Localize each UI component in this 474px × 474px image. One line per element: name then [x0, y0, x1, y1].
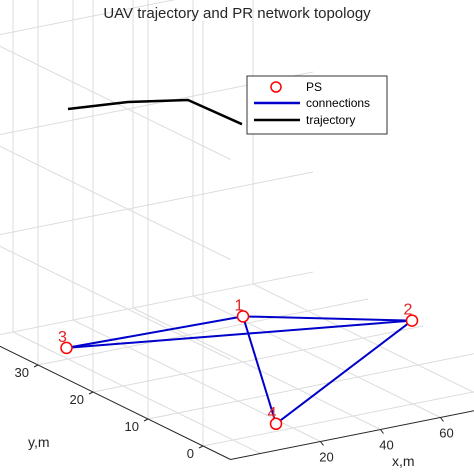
ps-label-2: 2: [404, 302, 413, 319]
x-tick-label: 40: [379, 438, 393, 453]
x-axis-line: [230, 410, 474, 460]
ps-label-1: 1: [235, 297, 244, 314]
ps-marker-2: [405, 314, 419, 327]
x-tick-mark: [320, 441, 324, 446]
y-tick-label: 20: [70, 392, 84, 407]
connection-edge-3-2: [66, 319, 413, 349]
ps-marker-4: [269, 417, 283, 431]
x-tick-label: 60: [439, 426, 453, 441]
trajectory-series: [67, 98, 243, 126]
floor-grid-line-x: [12, 331, 261, 454]
legend: PS connections trajectory: [246, 75, 388, 135]
y-axis-line: [0, 345, 231, 460]
x-tick-mark: [380, 429, 384, 434]
x-tick-label: 20: [319, 450, 333, 465]
legend-ps-marker: [270, 81, 282, 93]
y-tick-mark: [198, 445, 204, 449]
y-tick-mark: [143, 418, 149, 422]
floor-grid-line-y: [202, 391, 474, 447]
connections-series: [66, 315, 413, 425]
floor-grid-line-y: [147, 353, 474, 420]
axes-frame: [0, 345, 474, 460]
legend-box: [246, 75, 388, 135]
floor-grid-line-y: [92, 325, 424, 393]
back-wall-grid-horizontal: [0, 171, 314, 236]
x-tick-mark: [440, 417, 444, 422]
ps-series: 1 3 4 2: [58, 297, 419, 431]
ps-label-3: 3: [58, 329, 67, 346]
y-tick-label: 0: [187, 446, 194, 461]
y-tick-label: 30: [15, 365, 29, 380]
y-tick-mark: [33, 364, 39, 368]
floor-grid-line-x: [192, 295, 441, 418]
y-tick-label: 10: [125, 419, 139, 434]
legend-ps-label: PS: [306, 80, 322, 94]
side-wall-grid-horizontal: [0, 145, 231, 260]
ps-marker-1: [236, 310, 250, 323]
connection-edge-3-1: [66, 315, 244, 349]
x-axis-label: x,m: [392, 453, 415, 469]
grid: [0, 0, 474, 454]
y-tick-mark: [88, 391, 94, 395]
side-wall-grid-horizontal: [0, 245, 231, 360]
tick-labels: 204060800102030: [15, 364, 454, 465]
ps-label-4: 4: [268, 405, 277, 422]
legend-connections-label: connections: [306, 96, 370, 110]
connection-edge-4-2: [275, 319, 413, 425]
chart-title: UAV trajectory and PR network topology: [103, 5, 371, 22]
floor-grid-line-x: [252, 283, 474, 394]
connection-edge-1-2: [242, 315, 413, 322]
floor-grid-line-y: [0, 271, 314, 336]
ps-marker-3: [60, 341, 73, 355]
y-axis-label: y,m: [28, 434, 50, 450]
side-wall-grid-horizontal: [0, 45, 231, 160]
trajectory-line: [67, 98, 243, 126]
legend-trajectory-label: trajectory: [306, 113, 355, 127]
